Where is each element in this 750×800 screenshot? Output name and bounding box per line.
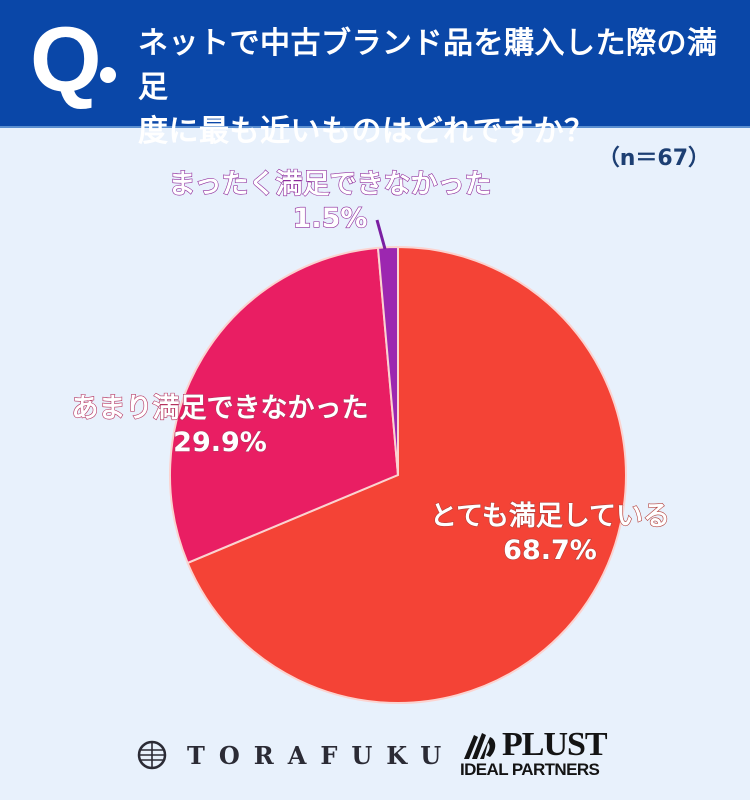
label-not-satisfied-at-all: まったく満足できなかった 1.5%: [150, 168, 510, 236]
label-value: 1.5%: [292, 202, 368, 234]
label-text: あまり満足できなかった: [71, 392, 369, 424]
question-header: Q ネットで中古ブランド品を購入した際の満足 度に最も近いものはどれですか？: [0, 0, 750, 149]
label-text: まったく満足できなかった: [168, 168, 492, 200]
plust-wordmark: PLUST: [502, 726, 608, 763]
torafuku-logo: TORAFUKU: [137, 738, 455, 772]
question-line-2: 度に最も近いものはどれですか？: [138, 114, 595, 149]
sample-size: （n＝67）: [597, 146, 710, 171]
question-line-1: ネットで中古ブランド品を購入した際の満足: [138, 26, 718, 105]
plust-tagline: IDEAL PARTNERS: [460, 760, 600, 779]
slice-very-satisfied: [186, 246, 627, 704]
slice-not-satisfied-at-all: [377, 246, 399, 476]
label-value: 68.7%: [503, 534, 598, 566]
label-value: 29.9%: [173, 426, 268, 458]
label-text: とても満足している: [429, 500, 671, 532]
plust-emblem-icon: [464, 733, 496, 759]
q-mark: Q: [30, 9, 102, 111]
slice-not-very-satisfied: [169, 246, 399, 564]
plust-logo: PLUST IDEAL PARTNERS: [460, 727, 620, 787]
q-dot-icon: [100, 67, 116, 83]
torafuku-emblem-icon: [137, 740, 167, 770]
leader-line: [375, 219, 387, 250]
question-text: ネットで中古ブランド品を購入した際の満足 度に最も近いものはどれですか？: [138, 22, 738, 154]
label-very-satisfied: とても満足している 68.7%: [405, 500, 695, 568]
label-not-very-satisfied: あまり満足できなかった 29.9%: [60, 392, 380, 460]
torafuku-wordmark: TORAFUKU: [187, 740, 456, 770]
